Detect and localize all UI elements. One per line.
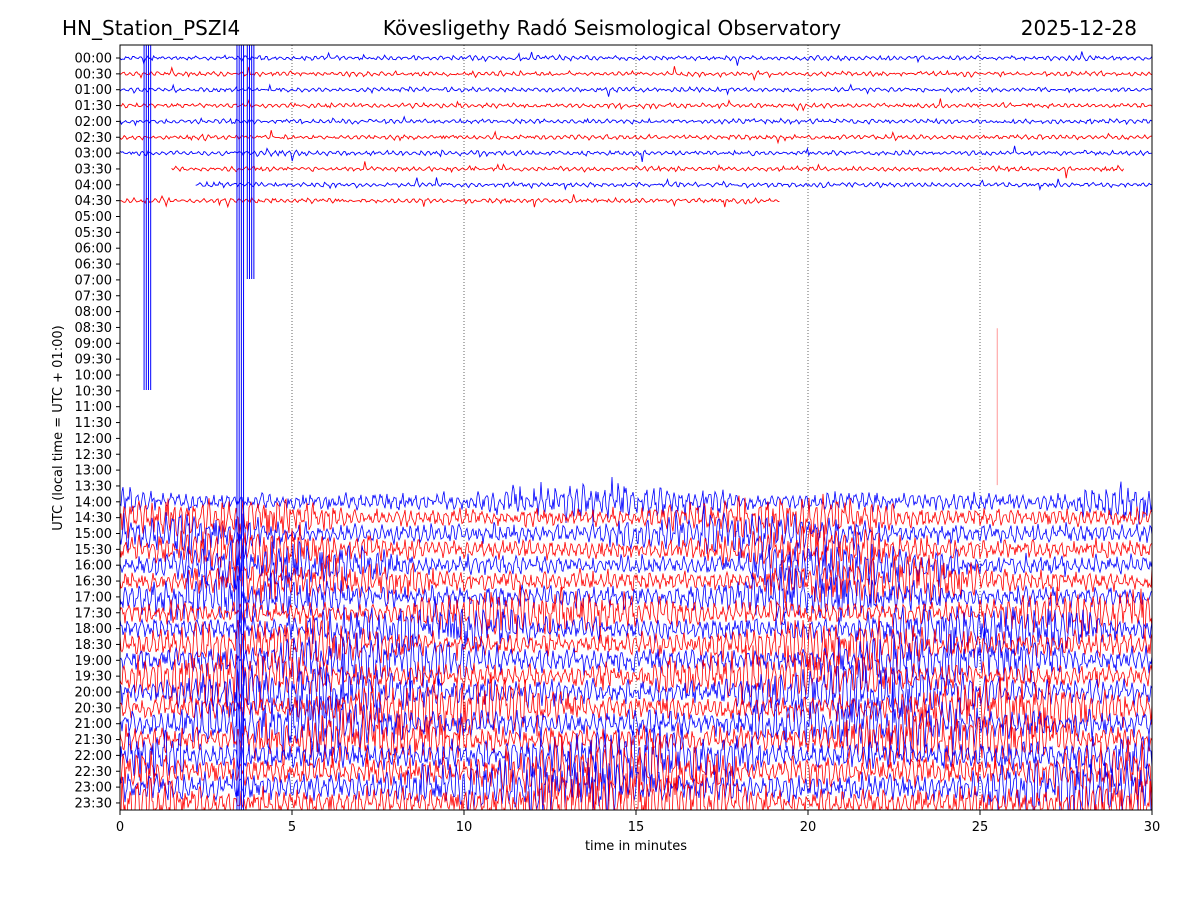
trace-row-1730 xyxy=(120,584,1152,644)
y-tick-label: 02:30 xyxy=(75,131,112,146)
trace-row-1630 xyxy=(120,554,1152,604)
trace-row-0400 xyxy=(195,177,1152,192)
x-axis-label: time in minutes xyxy=(585,839,687,854)
y-tick-label: 07:30 xyxy=(75,289,112,304)
trace-row-1430 xyxy=(120,493,1152,544)
y-tick-label: 15:00 xyxy=(75,527,112,542)
x-tick-label: 25 xyxy=(972,820,989,835)
y-tick-label: 20:00 xyxy=(75,686,112,701)
trace-row-0330 xyxy=(171,161,1124,179)
y-tick-label: 10:30 xyxy=(75,384,112,399)
trace-row-2330 xyxy=(120,765,1152,810)
y-tick-label: 01:00 xyxy=(75,83,112,98)
y-tick-label: 13:00 xyxy=(75,464,112,479)
y-tick-label: 05:00 xyxy=(75,210,112,225)
x-axis: 0 5 10 15 20 25 30 xyxy=(116,810,1160,835)
y-tick-label: 17:30 xyxy=(75,606,112,621)
x-tick-label: 30 xyxy=(1144,820,1161,835)
trace-row-0430 xyxy=(120,194,780,209)
y-tick-label: 07:00 xyxy=(75,273,112,288)
y-tick-label: 13:30 xyxy=(75,479,112,494)
y-tick-label: 11:30 xyxy=(75,416,112,431)
trace-row-2100 xyxy=(120,682,1152,764)
y-tick-label: 14:30 xyxy=(75,511,112,526)
y-tick-label: 10:00 xyxy=(75,369,112,384)
y-tick-label: 18:00 xyxy=(75,622,112,637)
y-tick-label: 17:00 xyxy=(75,590,112,605)
y-tick-label: 02:00 xyxy=(75,115,112,130)
seismic-traces xyxy=(120,45,1152,810)
y-tick-label: 22:30 xyxy=(75,765,112,780)
y-tick-label: 18:30 xyxy=(75,638,112,653)
trace-row-2200 xyxy=(120,721,1152,790)
y-tick-label: 22:00 xyxy=(75,749,112,764)
x-tick-label: 5 xyxy=(288,820,296,835)
y-tick-label: 19:00 xyxy=(75,654,112,669)
trace-row-0230 xyxy=(120,130,1152,145)
y-tick-label: 06:30 xyxy=(75,258,112,273)
y-tick-label: 04:30 xyxy=(75,194,112,209)
trace-row-1800 xyxy=(120,596,1152,658)
y-tick-label: 21:30 xyxy=(75,733,112,748)
y-tick-label: 06:00 xyxy=(75,242,112,257)
y-tick-label: 16:30 xyxy=(75,575,112,590)
x-tick-label: 0 xyxy=(116,820,124,835)
y-axis-label: UTC (local time = UTC + 01:00) xyxy=(51,325,66,530)
trace-row-2000 xyxy=(120,653,1152,724)
y-tick-label: 05:30 xyxy=(75,226,112,241)
x-tick-label: 15 xyxy=(628,820,645,835)
x-tick-label: 10 xyxy=(456,820,473,835)
trace-row-0300 xyxy=(120,145,1152,162)
trace-row-1600 xyxy=(120,540,1152,592)
y-tick-label: 09:00 xyxy=(75,337,112,352)
y-tick-label: 03:00 xyxy=(75,147,112,162)
y-tick-label: 00:30 xyxy=(75,67,112,82)
trace-row-2230 xyxy=(120,735,1152,810)
y-tick-label: 09:30 xyxy=(75,353,112,368)
y-tick-label: 03:30 xyxy=(75,162,112,177)
y-tick-label: 04:00 xyxy=(75,178,112,193)
y-tick-label: 12:00 xyxy=(75,432,112,447)
observatory-title: Kövesligethy Radó Seismological Observat… xyxy=(383,16,841,40)
y-tick-label: 21:00 xyxy=(75,717,112,732)
y-tick-label: 20:30 xyxy=(75,701,112,716)
trace-row-0030 xyxy=(120,66,1152,82)
y-tick-label: 16:00 xyxy=(75,559,112,574)
y-tick-label: 08:00 xyxy=(75,305,112,320)
trace-row-1900 xyxy=(120,627,1152,694)
y-tick-label: 23:30 xyxy=(75,796,112,811)
y-tick-label: 11:00 xyxy=(75,400,112,415)
y-axis: 00:0000:3001:0001:3002:0002:3003:0003:30… xyxy=(75,52,120,811)
trace-row-1530 xyxy=(120,520,1152,577)
y-tick-label: 00:00 xyxy=(75,52,112,67)
trace-row-1400 xyxy=(120,476,1152,525)
trace-row-0100 xyxy=(120,83,1152,97)
date-title: 2025-12-28 xyxy=(1021,16,1137,40)
y-tick-label: 15:30 xyxy=(75,543,112,558)
y-tick-label: 19:30 xyxy=(75,670,112,685)
trace-row-0200 xyxy=(120,115,1152,127)
y-tick-label: 23:00 xyxy=(75,781,112,796)
y-tick-label: 01:30 xyxy=(75,99,112,114)
station-title: HN_Station_PSZI4 xyxy=(62,16,240,40)
trace-row-2300 xyxy=(120,750,1152,810)
y-tick-label: 12:30 xyxy=(75,448,112,463)
trace-row-0130 xyxy=(120,98,1152,112)
y-tick-label: 14:00 xyxy=(75,495,112,510)
y-tick-label: 08:30 xyxy=(75,321,112,336)
trace-row-0000 xyxy=(120,51,1152,66)
x-tick-label: 20 xyxy=(800,820,817,835)
trace-row-1930 xyxy=(120,644,1152,708)
